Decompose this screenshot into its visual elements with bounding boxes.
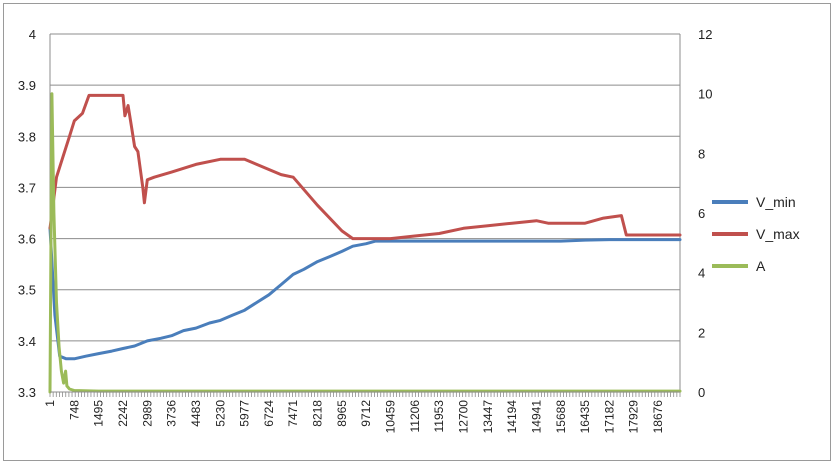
series-line-v-min <box>48 226 682 361</box>
x-tick-label: 6724 <box>262 400 276 427</box>
x-tick-label: 16435 <box>578 400 592 434</box>
y-right-tick-label: 4 <box>698 266 705 281</box>
chart-frame <box>3 3 831 461</box>
y-left-tick-label: 3.6 <box>18 232 36 247</box>
x-tick-label: 8965 <box>335 400 349 427</box>
x-tick-label: 11953 <box>432 400 446 433</box>
x-tick-label: 5977 <box>238 400 252 427</box>
x-tick-label: 1495 <box>92 400 106 427</box>
x-tick-label: 15688 <box>554 400 568 434</box>
x-tick-label: 10459 <box>384 400 398 434</box>
y-left-tick-label: 3.5 <box>18 283 36 298</box>
y-left-tick-label: 3.9 <box>18 78 36 93</box>
x-tick-label: 7471 <box>286 400 300 427</box>
x-tick-label: 8218 <box>311 400 325 427</box>
x-tick-label: 17182 <box>602 400 616 434</box>
series-line-v-max <box>48 93 682 241</box>
y-right-tick-label: 0 <box>698 385 705 400</box>
y-right-tick-label: 8 <box>698 146 705 161</box>
x-tick-label: 18676 <box>651 400 665 434</box>
x-tick-label: 3736 <box>165 400 179 427</box>
x-tick-label: 2242 <box>116 400 130 427</box>
y-right-tick-label: 10 <box>698 87 712 102</box>
y-left-tick-label: 3.3 <box>18 385 36 400</box>
x-tick-label: 12700 <box>456 400 470 434</box>
y-left-tick-label: 4 <box>29 27 36 42</box>
y-right-tick-label: 6 <box>698 206 705 221</box>
x-tick-label: 5230 <box>213 400 227 427</box>
x-tick-label: 9712 <box>359 400 373 427</box>
y-left-tick-label: 3.7 <box>18 180 36 195</box>
y-left-tick-label: 3.8 <box>18 129 36 144</box>
legend-label: A <box>756 258 766 274</box>
x-tick-label: 1 <box>43 400 57 407</box>
x-tick-label: 13447 <box>481 400 495 434</box>
legend-label: V_max <box>756 226 800 242</box>
x-tick-label: 748 <box>67 400 81 420</box>
x-tick-label: 14941 <box>529 400 543 434</box>
x-tick-label: 11206 <box>408 400 422 433</box>
y-right-tick-label: 12 <box>698 27 712 42</box>
y-right-tick-label: 2 <box>698 325 705 340</box>
x-tick-label: 4483 <box>189 400 203 427</box>
x-tick-label: 14194 <box>505 400 519 434</box>
y-left-tick-label: 3.4 <box>18 334 36 349</box>
x-tick-label: 17929 <box>627 400 641 434</box>
legend-label: V_min <box>756 194 796 210</box>
series-line-a <box>48 92 682 394</box>
x-tick-label: 2989 <box>140 400 154 427</box>
